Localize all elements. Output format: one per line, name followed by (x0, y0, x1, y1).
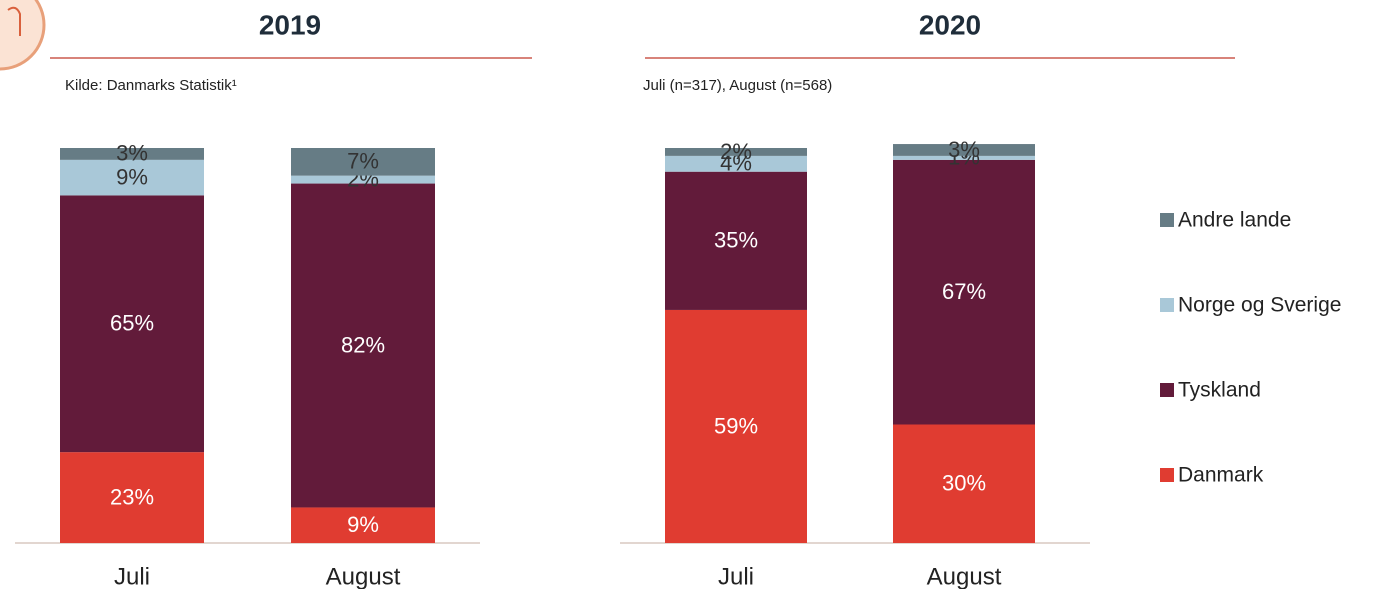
data-label: 82% (341, 332, 385, 357)
icon (0, 0, 46, 71)
data-label: 59% (714, 413, 758, 438)
x-tick-label: August (326, 563, 401, 589)
bar-segment (60, 452, 204, 543)
bar-segment (893, 155, 1035, 160)
x-tick-label: Juli (718, 563, 754, 589)
bar-segment (893, 159, 1035, 425)
legend-label: Norge og Sverige (1178, 294, 1341, 317)
data-label: 35% (714, 228, 758, 253)
bar-segment (291, 148, 435, 176)
legend-swatch (1160, 213, 1174, 227)
bar-segment (665, 155, 807, 172)
legend-label: Andre lande (1178, 209, 1291, 232)
bar-segment (893, 144, 1035, 156)
bar-segment (291, 175, 435, 184)
bar-segment (60, 159, 204, 196)
legend-swatch (1160, 468, 1174, 482)
bar-segment (291, 183, 435, 508)
data-label: 65% (110, 311, 154, 336)
x-tick-label: Juli (114, 563, 150, 589)
data-label: 30% (942, 471, 986, 496)
data-label: 3% (948, 137, 980, 162)
icon-hand (7, 6, 21, 36)
data-label: 23% (110, 484, 154, 509)
data-label: 9% (347, 512, 379, 537)
bar-segment (60, 148, 204, 160)
legend-swatch (1160, 383, 1174, 397)
bar-segment (665, 148, 807, 156)
data-label: 67% (942, 279, 986, 304)
data-label: 9% (116, 164, 148, 189)
x-tick-label: August (927, 563, 1002, 589)
data-label: 3% (116, 141, 148, 166)
legend-label: Tyskland (1178, 379, 1261, 402)
subtitle: Kilde: Danmarks Statistik¹ (65, 77, 237, 94)
chart-title: 2019 (259, 9, 321, 40)
bar-segment (60, 195, 204, 453)
legend-label: Danmark (1178, 464, 1264, 487)
bar-segment (665, 171, 807, 310)
bar-segment (291, 507, 435, 543)
chart-title: 2020 (919, 9, 981, 40)
legend-swatch (1160, 298, 1174, 312)
data-label: 7% (347, 149, 379, 174)
data-label: 2% (720, 139, 752, 164)
bar-segment (893, 424, 1035, 543)
bar-segment (665, 309, 807, 543)
subtitle: Juli (n=317), August (n=568) (643, 77, 832, 94)
